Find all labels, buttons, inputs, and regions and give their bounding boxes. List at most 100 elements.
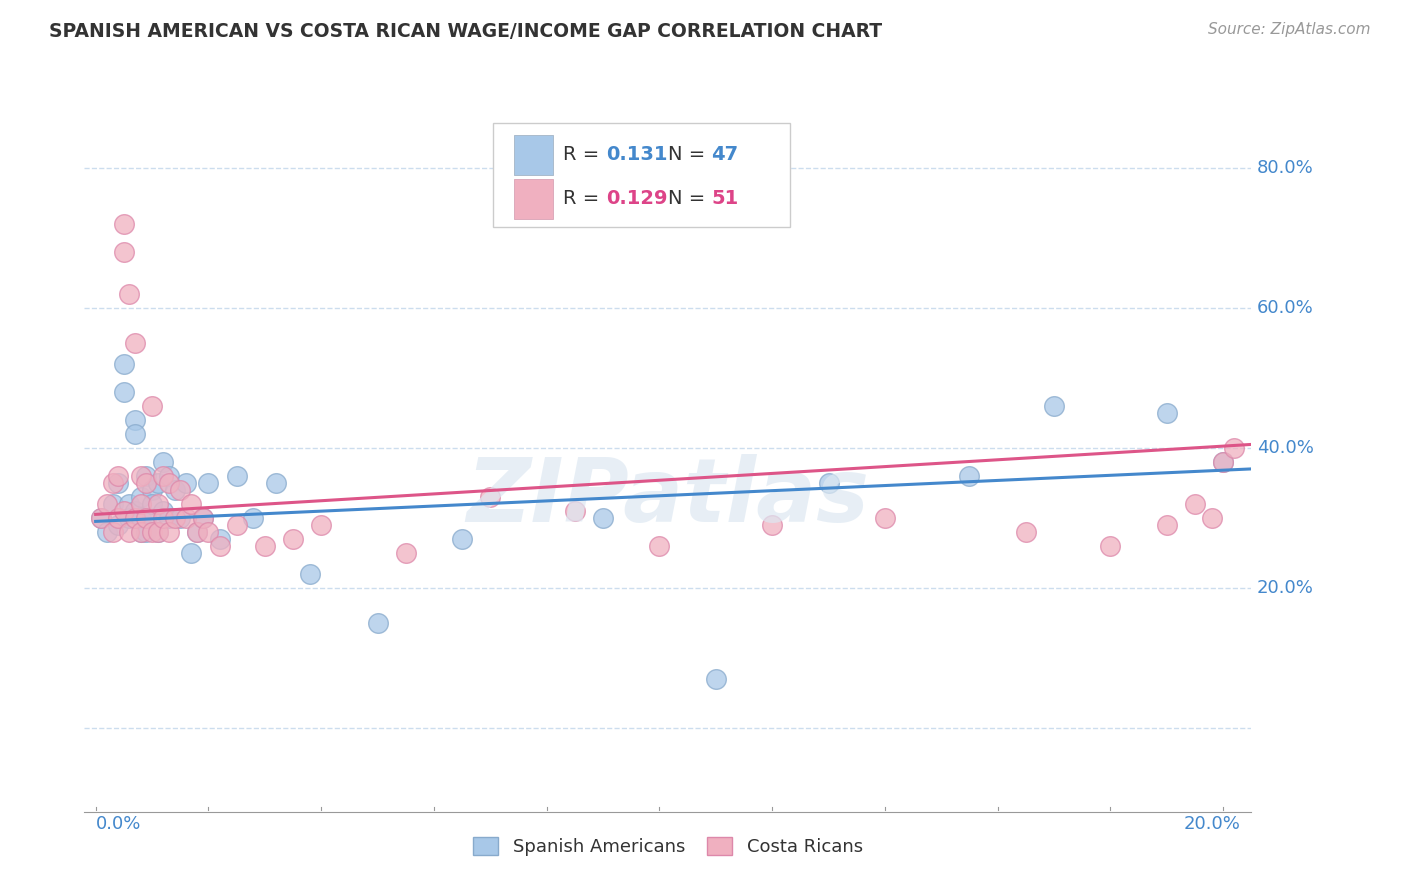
Text: 0.131: 0.131 <box>606 145 668 164</box>
Point <box>146 524 169 539</box>
Point <box>163 511 186 525</box>
Point <box>157 475 180 490</box>
Point <box>135 511 157 525</box>
Point <box>112 217 135 231</box>
Point <box>395 546 418 560</box>
Legend: Spanish Americans, Costa Ricans: Spanish Americans, Costa Ricans <box>465 830 870 863</box>
Point <box>169 483 191 497</box>
Point <box>112 245 135 260</box>
Point <box>101 524 124 539</box>
Point <box>1099 539 1122 553</box>
Point <box>959 469 981 483</box>
Text: 47: 47 <box>711 145 738 164</box>
Point <box>367 615 389 630</box>
Point <box>112 357 135 371</box>
Text: N =: N = <box>668 145 711 164</box>
Text: ZIPatlas: ZIPatlas <box>467 454 869 541</box>
Point <box>242 511 264 525</box>
Point <box>1015 524 1038 539</box>
Point <box>479 490 502 504</box>
Point <box>96 497 118 511</box>
Text: 80.0%: 80.0% <box>1257 159 1313 178</box>
Point <box>197 524 219 539</box>
Point <box>1156 517 1178 532</box>
Point <box>107 475 129 490</box>
Point <box>135 524 157 539</box>
Point <box>135 475 157 490</box>
Point <box>124 336 146 351</box>
Point <box>281 532 304 546</box>
Text: SPANISH AMERICAN VS COSTA RICAN WAGE/INCOME GAP CORRELATION CHART: SPANISH AMERICAN VS COSTA RICAN WAGE/INC… <box>49 22 883 41</box>
Point <box>146 524 169 539</box>
Point <box>186 524 208 539</box>
Point <box>163 483 186 497</box>
Text: 60.0%: 60.0% <box>1257 299 1313 317</box>
Point <box>101 475 124 490</box>
Point <box>152 504 174 518</box>
Text: R =: R = <box>562 145 606 164</box>
Point <box>174 511 197 525</box>
Point <box>180 546 202 560</box>
Point <box>1201 511 1223 525</box>
Point <box>129 511 152 525</box>
Text: R =: R = <box>562 189 606 209</box>
Point <box>107 517 129 532</box>
Point <box>112 504 135 518</box>
Point <box>1156 406 1178 420</box>
Point <box>1223 441 1246 455</box>
Text: N =: N = <box>668 189 711 209</box>
Point <box>309 517 332 532</box>
Point <box>1184 497 1206 511</box>
Point <box>152 455 174 469</box>
Point <box>101 497 124 511</box>
Point <box>118 524 141 539</box>
Point <box>817 475 839 490</box>
Text: 0.129: 0.129 <box>606 189 668 209</box>
Point <box>124 511 146 525</box>
Point <box>146 475 169 490</box>
Point <box>157 524 180 539</box>
Point <box>592 511 614 525</box>
Point <box>169 511 191 525</box>
Text: 51: 51 <box>711 189 738 209</box>
Point <box>118 287 141 301</box>
Point <box>124 504 146 518</box>
Point <box>1212 455 1234 469</box>
Text: 0.0%: 0.0% <box>96 815 141 833</box>
Point <box>141 483 163 497</box>
Point <box>451 532 474 546</box>
Text: 40.0%: 40.0% <box>1257 439 1313 457</box>
Point <box>174 475 197 490</box>
Point <box>197 475 219 490</box>
Point <box>129 497 152 511</box>
Point <box>129 524 152 539</box>
Point <box>191 511 214 525</box>
Point <box>1212 455 1234 469</box>
Point <box>90 511 112 525</box>
Point <box>208 532 231 546</box>
Point <box>152 469 174 483</box>
Point <box>191 511 214 525</box>
Point <box>157 469 180 483</box>
Point <box>648 539 671 553</box>
Point <box>873 511 896 525</box>
Point <box>208 539 231 553</box>
Point <box>253 539 276 553</box>
Point <box>146 497 169 511</box>
Point <box>141 511 163 525</box>
Text: Source: ZipAtlas.com: Source: ZipAtlas.com <box>1208 22 1371 37</box>
Point <box>135 469 157 483</box>
Point <box>225 517 247 532</box>
Point <box>90 511 112 525</box>
Point <box>298 566 321 581</box>
FancyBboxPatch shape <box>513 135 554 175</box>
Point <box>1043 399 1066 413</box>
Point <box>129 490 152 504</box>
Point <box>564 504 586 518</box>
Point <box>141 497 163 511</box>
FancyBboxPatch shape <box>494 123 790 227</box>
Point <box>225 469 247 483</box>
Point <box>157 511 180 525</box>
Point <box>118 511 141 525</box>
Point <box>118 497 141 511</box>
